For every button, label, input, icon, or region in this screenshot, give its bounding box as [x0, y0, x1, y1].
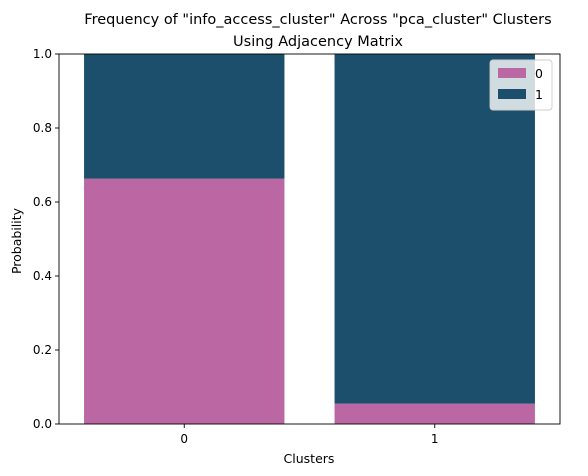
y-tick-label: 0.6 — [33, 195, 52, 209]
bar-cluster-0-series-0 — [84, 178, 285, 424]
x-axis-label: Clusters — [284, 451, 335, 466]
chart-title-line-2: Using Adjacency Matrix — [233, 34, 403, 50]
legend-swatch-1 — [498, 89, 526, 99]
bar-cluster-0-series-1 — [84, 54, 285, 179]
bar-cluster-1-series-0 — [334, 403, 535, 424]
y-tick-label: 0.2 — [33, 343, 52, 357]
y-tick-label: 0.0 — [33, 417, 52, 431]
bars-layer — [84, 54, 535, 424]
x-tick-label: 1 — [431, 432, 439, 446]
y-tick-label: 1.0 — [33, 47, 52, 61]
axes-layer: 0.00.20.40.60.81.00 1 — [33, 47, 561, 446]
bar-cluster-1-series-1 — [334, 54, 535, 404]
legend: 01 — [489, 59, 553, 111]
y-axis-label: Probability — [9, 207, 24, 274]
legend-swatch-0 — [498, 68, 526, 78]
y-tick-label: 0.4 — [33, 269, 52, 283]
legend-label-0: 0 — [535, 66, 543, 81]
legend-label-1: 1 — [535, 87, 543, 102]
x-tick-label: 0 — [180, 432, 188, 446]
y-tick-label: 0.8 — [33, 121, 52, 135]
chart-title-line-1: Frequency of "info_access_cluster" Acros… — [84, 12, 551, 28]
plot-frame — [58, 53, 561, 425]
chart-title: Frequency of "info_access_cluster" Acros… — [84, 12, 551, 50]
